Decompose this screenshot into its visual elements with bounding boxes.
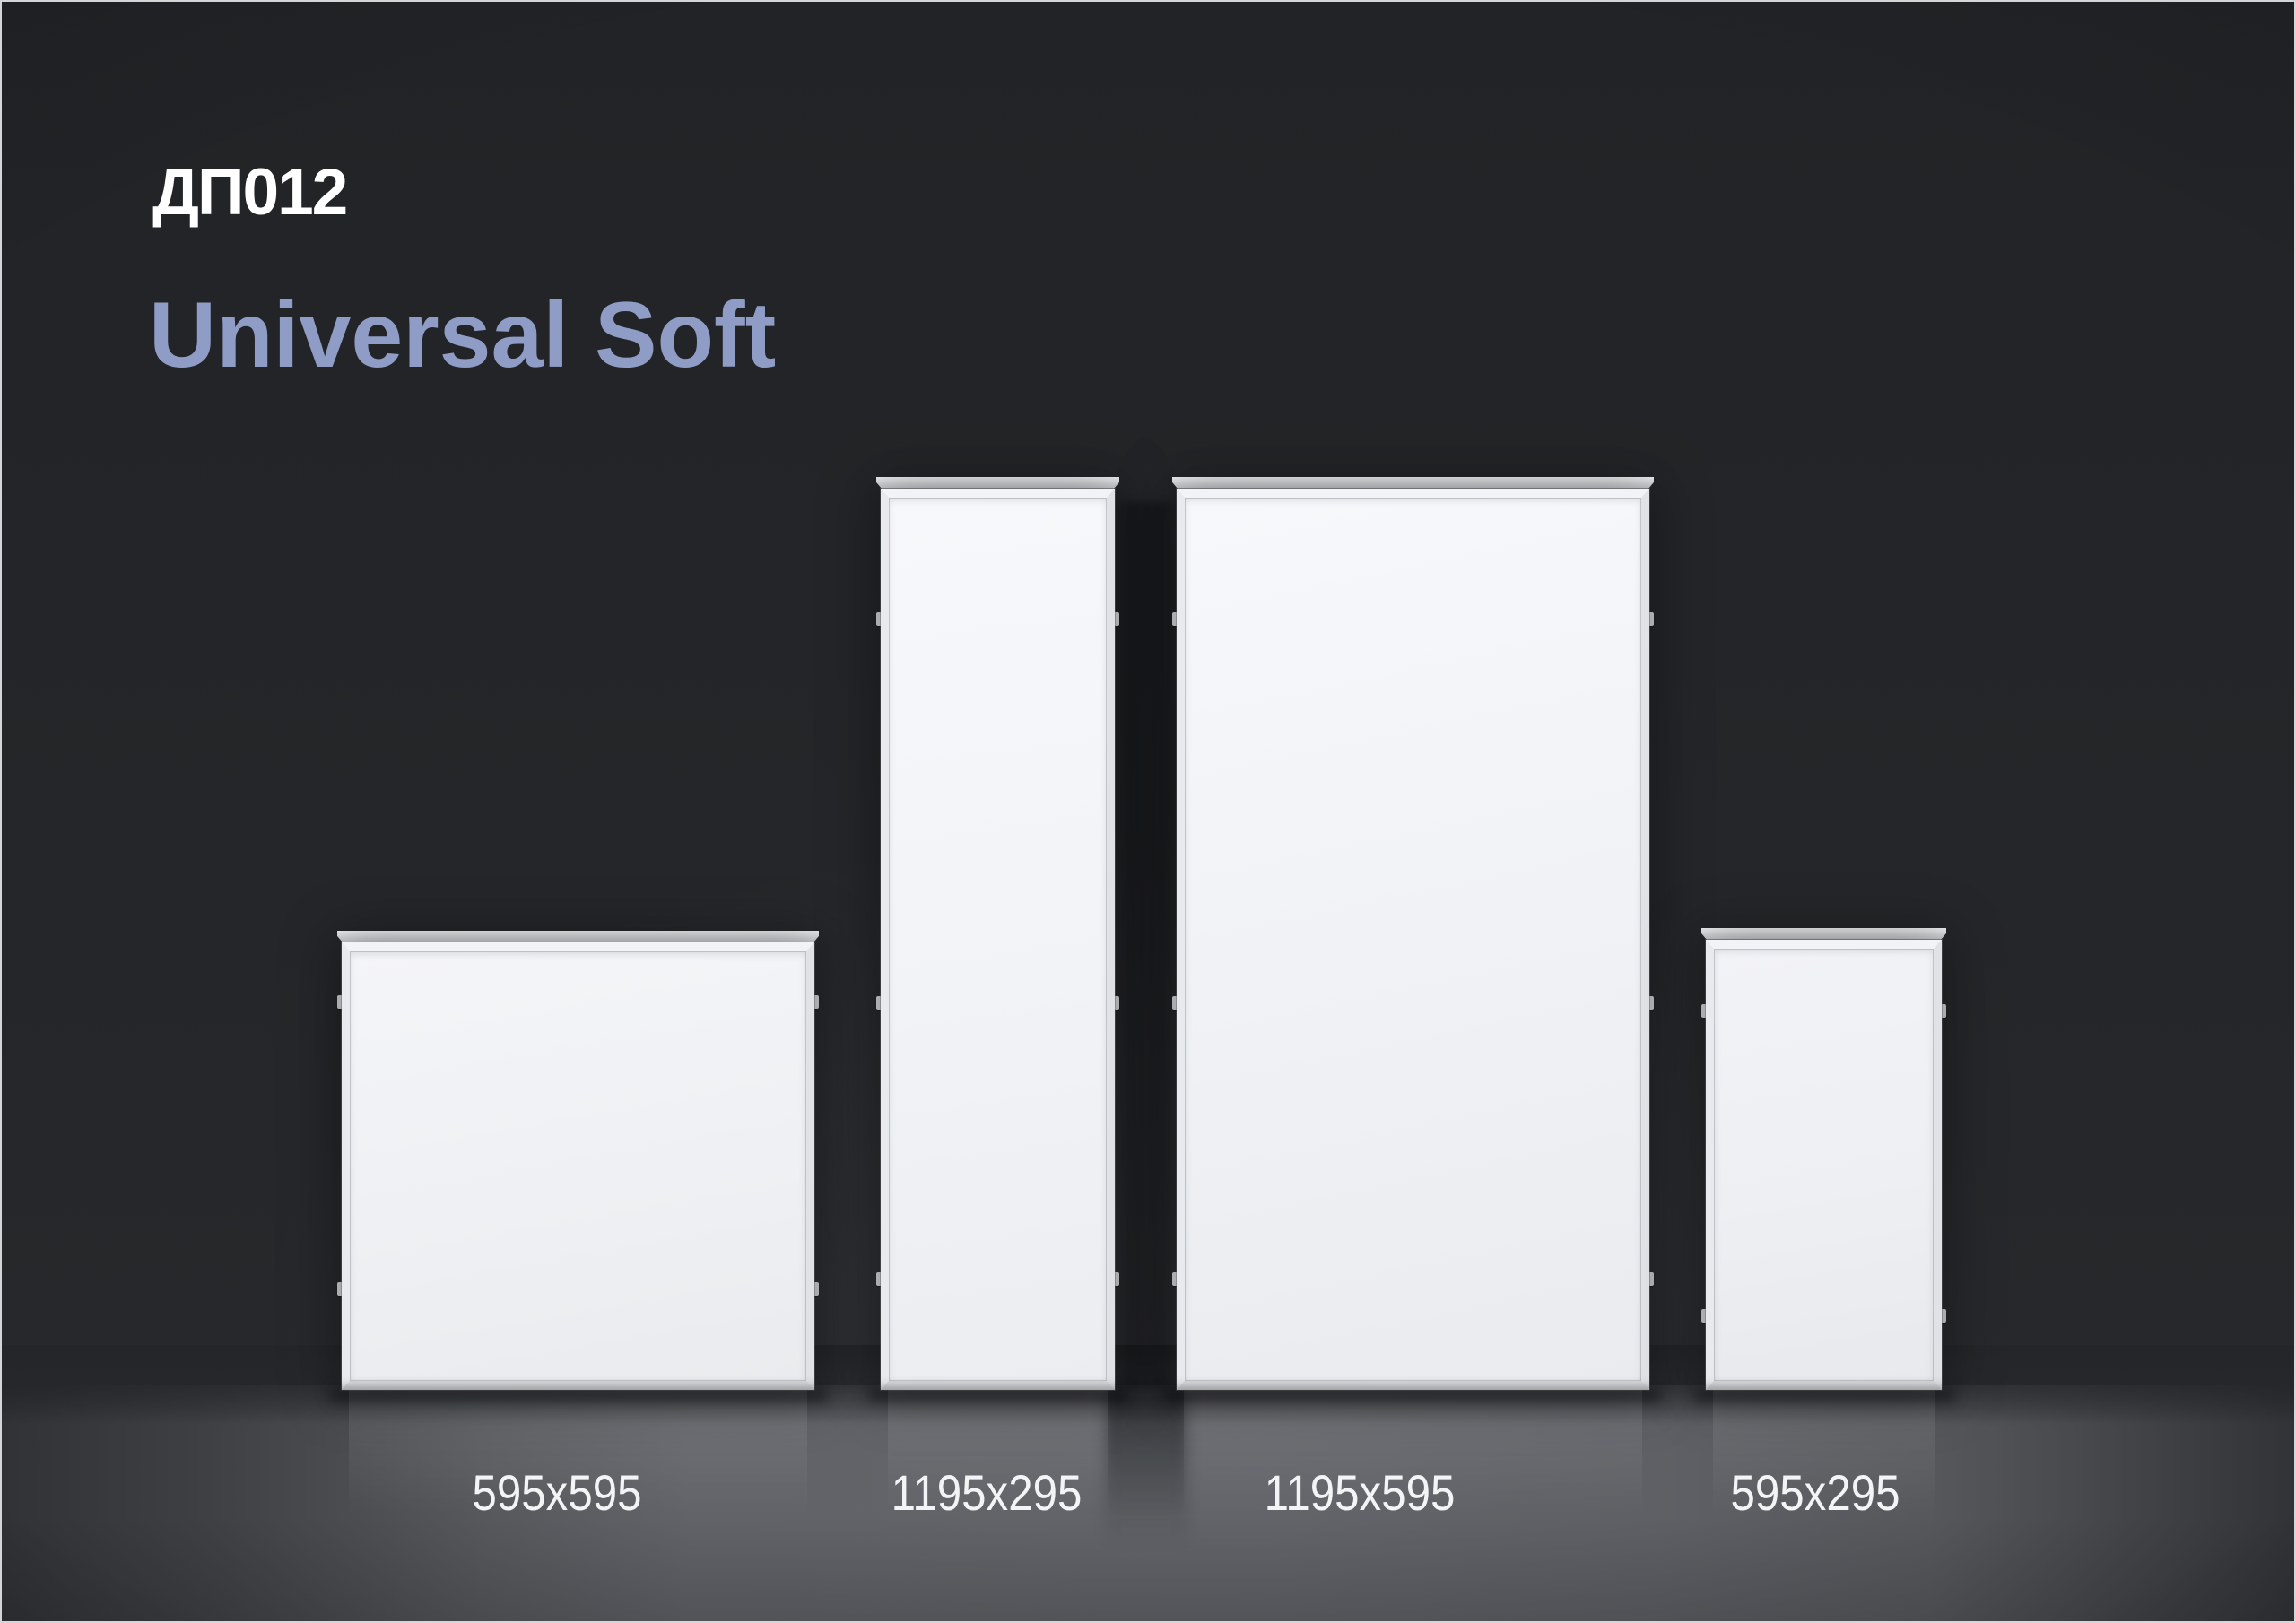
panel-595x295	[1701, 940, 1946, 1515]
mounting-clip	[1940, 1309, 1946, 1323]
mounting-clip	[1172, 996, 1178, 1010]
panel-top-flange	[1701, 928, 1946, 940]
mounting-clip	[337, 995, 344, 1009]
mounting-clip	[1113, 612, 1119, 626]
mounting-clip	[813, 995, 819, 1009]
panel-1195x595	[1172, 489, 1654, 1515]
panel-top-flange	[1172, 477, 1654, 489]
mounting-clip	[1648, 1272, 1654, 1286]
mounting-clip	[1113, 996, 1119, 1010]
mounting-clip	[1701, 1309, 1708, 1323]
panel-frame	[1177, 489, 1649, 1390]
mounting-clip	[876, 612, 883, 626]
panel-gap-shadow	[1109, 502, 1184, 1390]
panel-1195x295	[876, 489, 1119, 1515]
panel-diffuser	[1714, 949, 1934, 1381]
mounting-clip	[1701, 1004, 1708, 1018]
size-label-595x295: 595x295	[1730, 1464, 1900, 1521]
model-code-title: ДП012	[152, 156, 348, 229]
size-label-595x595: 595x595	[472, 1464, 642, 1521]
mounting-clip	[1648, 996, 1654, 1010]
mounting-clip	[1113, 1272, 1119, 1286]
mounting-clip	[1940, 1004, 1946, 1018]
panel-595x595	[337, 942, 819, 1515]
mounting-clip	[813, 1282, 819, 1296]
panel-gap-floor-shadow	[1105, 1388, 1187, 1545]
mounting-clip	[1172, 612, 1178, 626]
mounting-clip	[876, 1272, 883, 1286]
mounting-clip	[337, 1282, 344, 1296]
panel-diffuser	[350, 951, 806, 1381]
panel-top-flange	[876, 477, 1119, 489]
panel-frame	[342, 942, 814, 1390]
panel-top-flange	[337, 931, 819, 942]
product-name-title: Universal Soft	[149, 283, 777, 387]
size-label-1195x595: 1195x595	[1264, 1464, 1456, 1521]
panel-frame	[1706, 940, 1942, 1390]
size-label-1195x295: 1195x295	[891, 1464, 1083, 1521]
mounting-clip	[1648, 612, 1654, 626]
mounting-clip	[876, 996, 883, 1010]
mounting-clip	[1172, 1272, 1178, 1286]
panel-frame	[881, 489, 1115, 1390]
panel-diffuser	[889, 498, 1107, 1381]
panel-diffuser	[1185, 498, 1641, 1381]
